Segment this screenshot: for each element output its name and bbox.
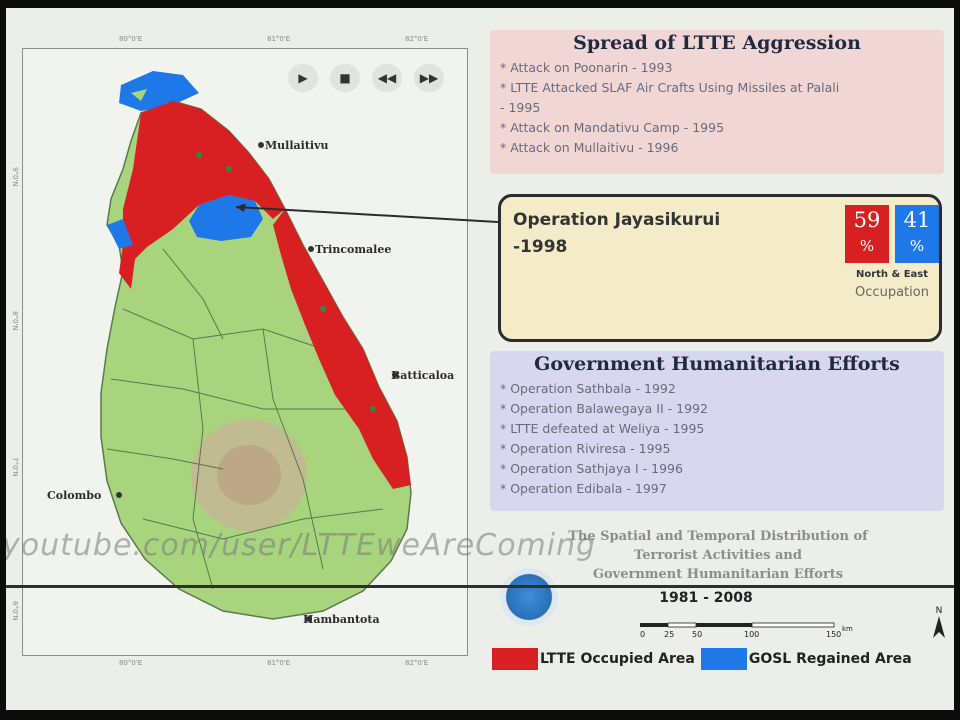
map-graphic <box>100 71 412 622</box>
operation-title-line2: -1998 <box>513 237 568 257</box>
gosl-legend-label: GOSL Regained Area <box>748 651 912 667</box>
player-controls: ▶ ■ ◀◀ ▶▶ <box>288 64 444 92</box>
scale-bar-graphic: 0 25 50 100 150 km <box>640 622 853 639</box>
play-button[interactable]: ▶ <box>288 64 318 92</box>
place-hambantota: Hambantota <box>303 613 380 626</box>
scale-tick: 25 <box>664 630 674 639</box>
occupation-label: Occupation <box>855 285 929 300</box>
grid-tick: 8°0'N <box>11 311 19 331</box>
operation-title-line1: Operation Jayasikurui <box>513 210 721 230</box>
list-item: * Operation Sathjaya I - 1996 <box>500 461 683 476</box>
operation-panel: Operation Jayasikurui -1998 59 % 41 % No… <box>498 194 942 342</box>
rewind-icon: ◀◀ <box>377 71 397 85</box>
list-item: * Operation Edibala - 1997 <box>500 481 667 496</box>
ltte-percent-value: 59 <box>853 208 881 232</box>
list-item: * Attack on Mandativu Camp - 1995 <box>500 120 725 135</box>
grid-tick: 82°0'E <box>405 35 429 43</box>
fast-forward-icon: ▶▶ <box>419 71 439 85</box>
place-colombo: Colombo <box>47 489 102 502</box>
map-subtitle: The Spatial and Temporal Distribution of… <box>538 527 898 584</box>
sri-lanka-map: 80°0'E 81°0'E 82°0'E 80°0'E 81°0'E 82°0'… <box>11 35 468 667</box>
subtitle-line: Terrorist Activities and <box>634 548 802 563</box>
list-item: - 1995 <box>500 100 541 115</box>
rewind-button[interactable]: ◀◀ <box>372 64 402 92</box>
scale-tick: 100 <box>744 630 759 639</box>
watermark-text: youtube.com/user/LTTEweAreComing <box>6 528 597 563</box>
aggression-list: * Attack on Poonarin - 1993 * LTTE Attac… <box>490 58 944 158</box>
operation-title: Operation Jayasikurui -1998 <box>513 207 773 261</box>
ltte-east <box>273 209 411 489</box>
north-arrow-icon <box>933 616 945 638</box>
ltte-legend-swatch <box>492 648 538 670</box>
subtitle-line: The Spatial and Temporal Distribution of <box>568 529 868 544</box>
scale-bar: 0 25 50 100 150 km <box>638 621 868 647</box>
gosl-legend-swatch <box>700 648 747 670</box>
year-range: 1981 - 2008 <box>659 590 753 606</box>
gosl-percent-value: 41 <box>903 208 931 232</box>
stop-button[interactable]: ■ <box>330 64 360 92</box>
place-batticaloa: Batticaloa <box>391 369 455 382</box>
jaffna-peninsula <box>119 71 199 111</box>
grid-tick: 80°0'E <box>119 35 143 43</box>
aggression-title: Spread of LTTE Aggression <box>573 32 861 54</box>
list-item: * Operation Riviresa - 1995 <box>500 441 671 456</box>
globe-logo-icon <box>500 568 558 626</box>
list-item: * Attack on Poonarin - 1993 <box>500 60 673 75</box>
stop-icon: ■ <box>339 71 351 85</box>
ltte-legend-label: LTTE Occupied Area <box>540 651 695 667</box>
grid-tick: 9°0'N <box>11 167 19 187</box>
grid-tick: 80°0'E <box>119 659 143 667</box>
humanitarian-title: Government Humanitarian Efforts <box>534 353 900 375</box>
place-trincomalee: Trincomalee <box>315 243 392 256</box>
occupation-label-region: North & East <box>855 269 929 280</box>
scale-tick: 0 <box>640 630 645 639</box>
list-item: * Operation Balawegaya II - 1992 <box>500 401 708 416</box>
list-item: * Attack on Mullaitivu - 1996 <box>500 140 679 155</box>
grid-tick: 81°0'E <box>267 35 291 43</box>
list-item: * LTTE defeated at Weliya - 1995 <box>500 421 705 436</box>
aggression-panel: Spread of LTTE Aggression * Attack on Po… <box>490 30 944 174</box>
subtitle-line: Government Humanitarian Efforts <box>592 567 844 582</box>
video-frame: 80°0'E 81°0'E 82°0'E 80°0'E 81°0'E 82°0'… <box>6 8 954 710</box>
humanitarian-list: * Operation Sathbala - 1992 * Operation … <box>490 379 944 499</box>
fast-forward-button[interactable]: ▶▶ <box>414 64 444 92</box>
ltte-percent-badge: 59 % <box>845 205 889 263</box>
scale-tick: 150 <box>826 630 841 639</box>
grid-tick: 82°0'E <box>405 659 429 667</box>
overlay-divider-line <box>6 585 954 588</box>
place-mullaitivu: Mullaitivu <box>265 139 329 152</box>
ltte-north <box>119 101 285 289</box>
play-icon: ▶ <box>298 71 308 85</box>
list-item: * LTTE Attacked SLAF Air Crafts Using Mi… <box>500 80 840 95</box>
humanitarian-panel: Government Humanitarian Efforts * Operat… <box>490 351 944 511</box>
scale-unit: km <box>842 625 853 633</box>
percent-sign: % <box>859 237 875 255</box>
list-item: * Operation Sathbala - 1992 <box>500 381 676 396</box>
gosl-percent-badge: 41 % <box>895 205 939 263</box>
grid-tick: 81°0'E <box>267 659 291 667</box>
map-legend: LTTE Occupied Area GOSL Regained Area <box>492 648 918 670</box>
north-arrow: N <box>932 606 946 641</box>
grid-tick: 6°0'N <box>11 601 19 621</box>
north-label: N <box>935 606 943 616</box>
grid-tick: 7°0'N <box>11 457 19 477</box>
scale-tick: 50 <box>692 630 702 639</box>
percent-sign: % <box>909 237 925 255</box>
